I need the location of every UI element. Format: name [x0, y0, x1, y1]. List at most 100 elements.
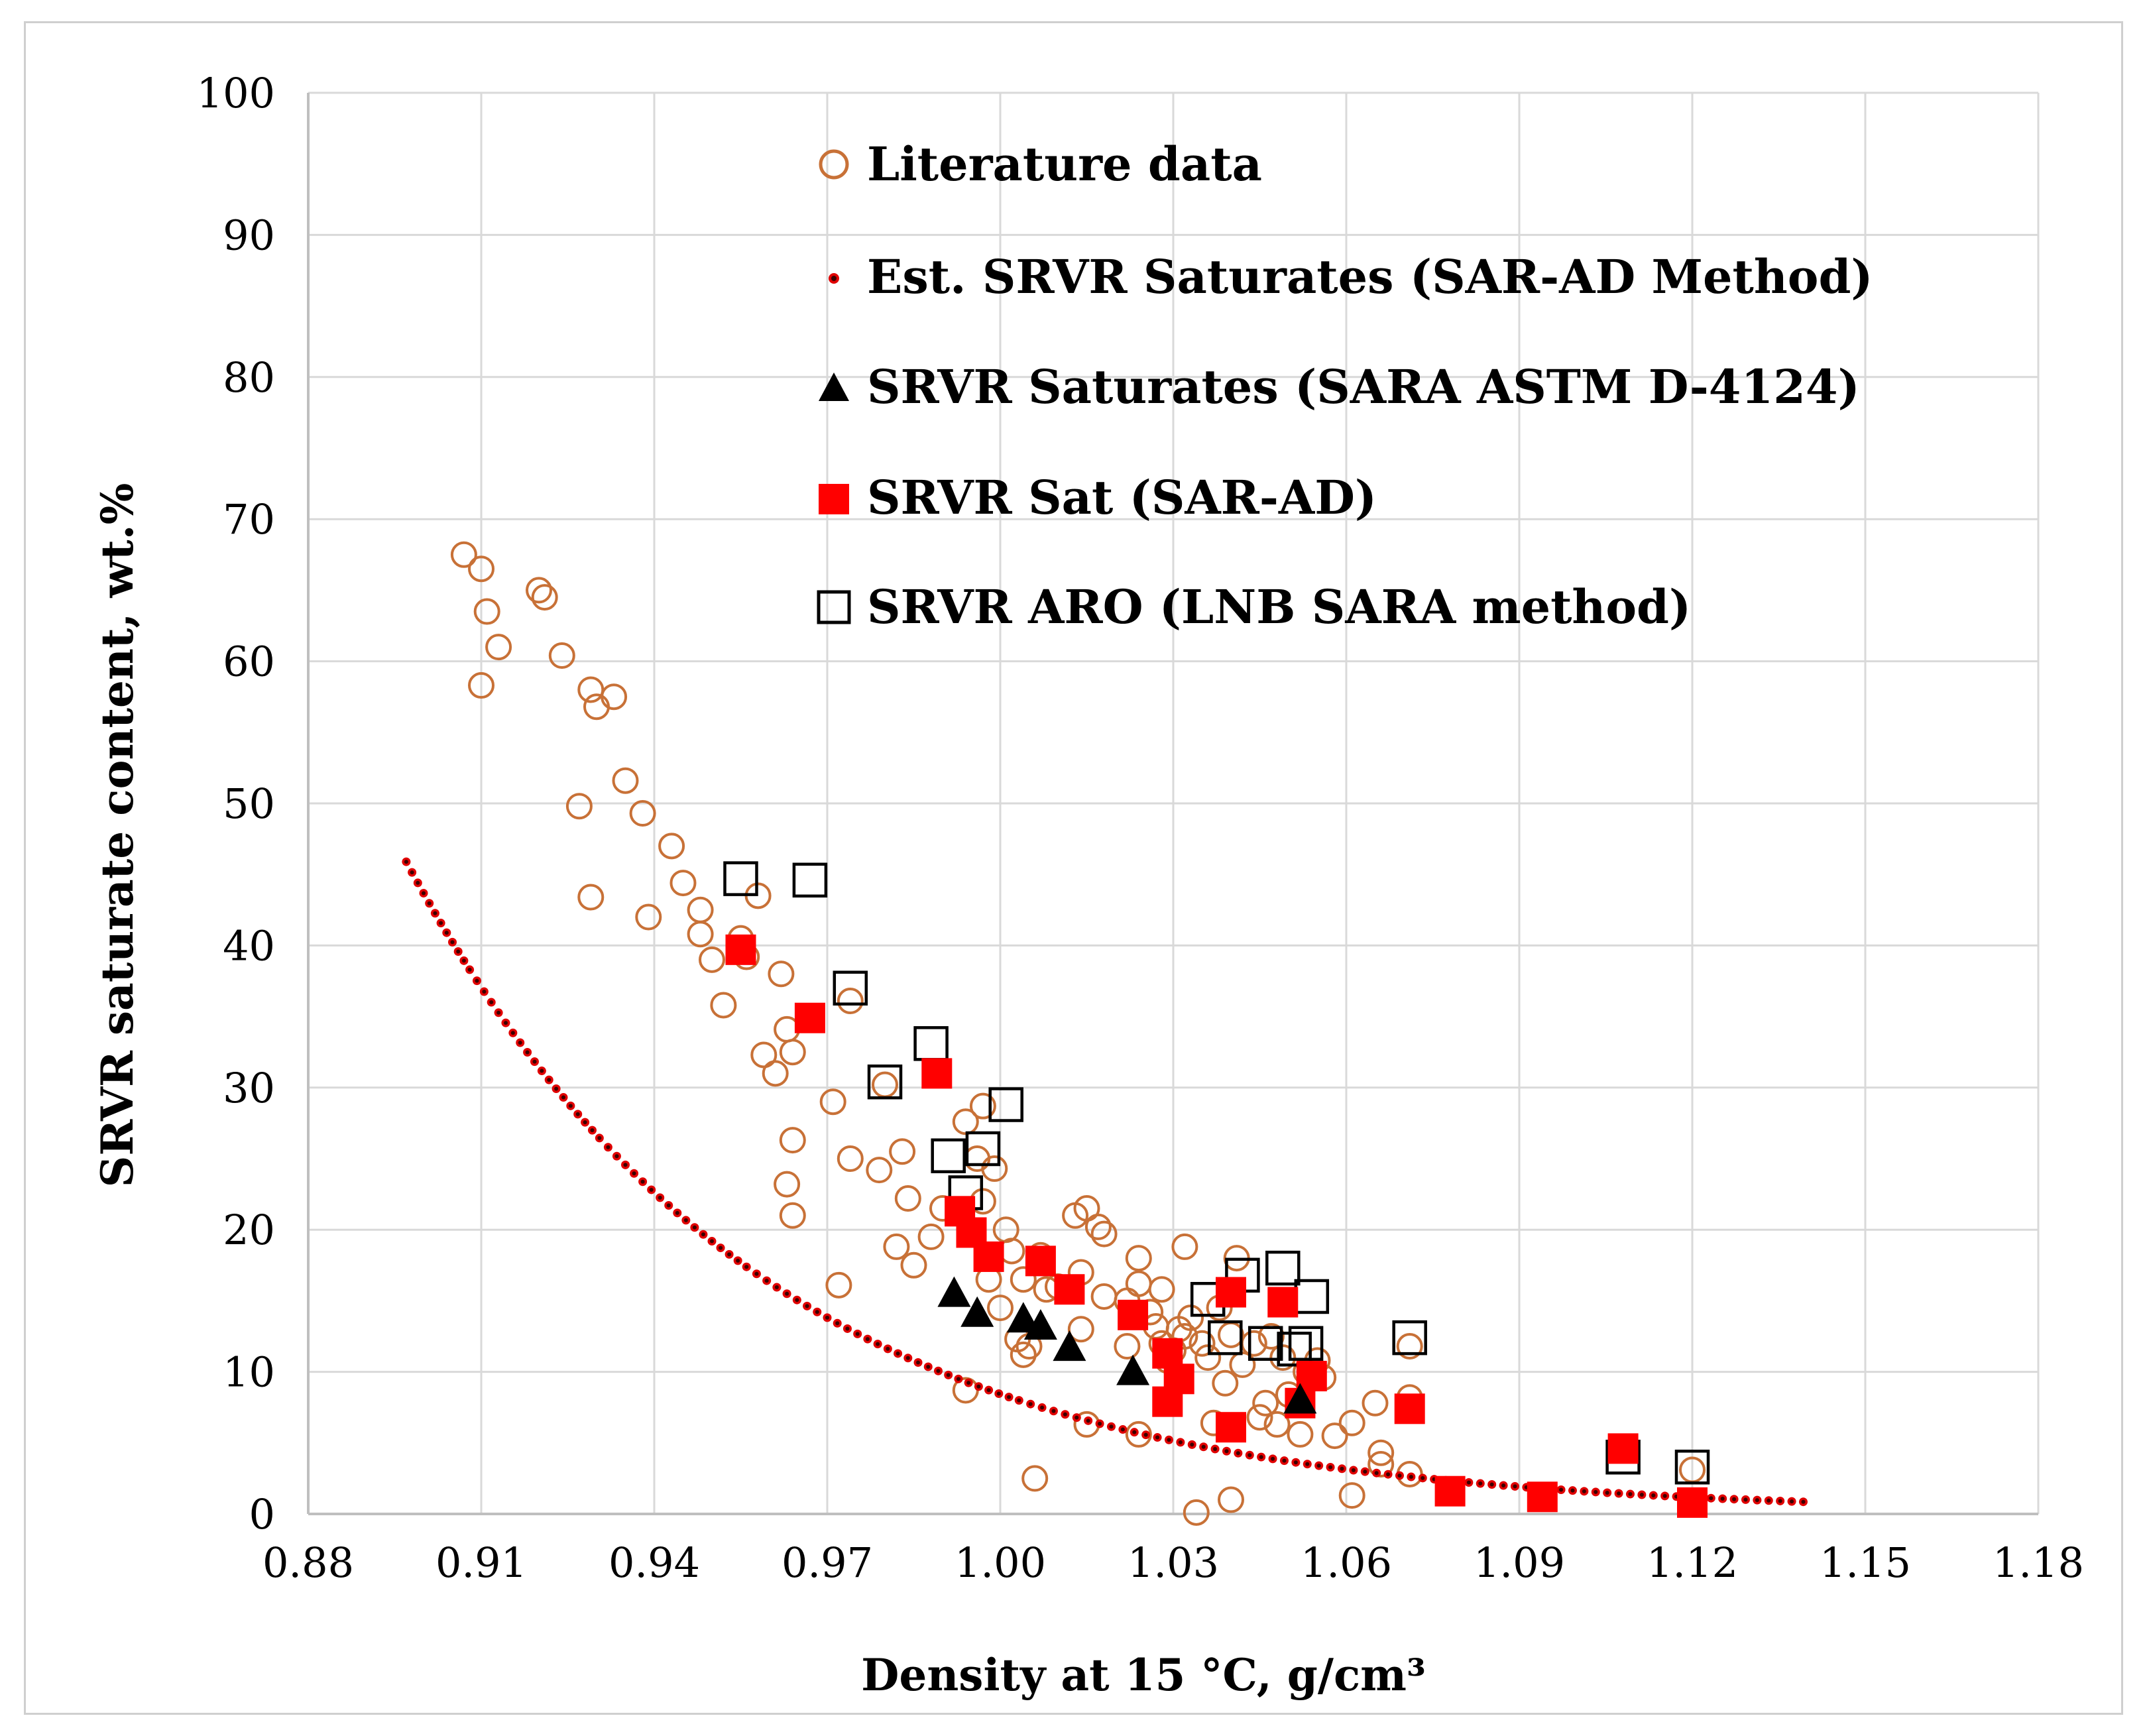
estimate-curve-dot-core — [916, 1360, 921, 1365]
literature-point — [473, 598, 500, 625]
literature-point — [565, 793, 593, 820]
legend-item-sara: SRVR Saturates (SARA ASTM D-4124) — [819, 359, 1860, 414]
estimate-curve-dot-core — [614, 1154, 619, 1159]
literature-point — [883, 1233, 910, 1260]
estimate-curve-dot-core — [410, 870, 414, 875]
estimate-curve-dot-core — [597, 1135, 602, 1140]
legend-item-literature: Literature data — [819, 137, 1262, 192]
estimate-curve-dot-core — [1132, 1430, 1137, 1434]
estimate-curve-dot-core — [701, 1232, 705, 1237]
estimate-curve-dot-core — [1155, 1435, 1160, 1440]
literature-point — [468, 555, 494, 583]
estimate-curve-dot-core — [986, 1388, 991, 1393]
y-tick-label: 30 — [223, 1064, 275, 1112]
estimate-curve-dot-core — [865, 1337, 870, 1342]
estimate-curve-dot-core — [805, 1304, 809, 1308]
sat-point — [1152, 1338, 1183, 1369]
plot-area — [402, 541, 1808, 1526]
y-tick-label: 90 — [223, 211, 275, 259]
estimate-curve-dot-core — [1559, 1487, 1564, 1492]
literature-point — [669, 870, 697, 897]
literature-point — [1125, 1270, 1152, 1297]
literature-point — [1367, 1450, 1395, 1477]
estimate-curve-dot-core — [1570, 1488, 1575, 1493]
estimate-curve-dot-core — [1397, 1474, 1402, 1478]
sara-point — [1053, 1330, 1086, 1361]
estimate-curve-dot-core — [1732, 1497, 1737, 1501]
estimate-curve-dot-core — [1040, 1405, 1045, 1410]
estimate-curve-dot-core — [1305, 1462, 1310, 1466]
tick-labels: 0.88 0.91 0.94 0.97 1.00 1.03 1.06 1.09 1.12 1.15… — [197, 69, 2084, 1587]
estimate-curve-dot-core — [496, 1010, 501, 1015]
literature-point — [526, 577, 552, 604]
sat-point — [1394, 1393, 1425, 1424]
estimate-curve-dot-core — [1167, 1438, 1171, 1442]
sat-point — [1677, 1487, 1708, 1518]
literature-point — [1021, 1465, 1049, 1492]
estimate-curve-dot-core — [532, 1059, 537, 1064]
y-tick-label: 80 — [223, 353, 275, 402]
estimate-curve-dot-core — [675, 1210, 679, 1215]
estimate-curve-dot-core — [1743, 1497, 1748, 1502]
literature-point — [1396, 1333, 1423, 1360]
literature-point — [981, 1155, 1008, 1183]
literature-point — [1010, 1266, 1037, 1293]
estimate-curve-dot-core — [896, 1351, 900, 1356]
estimate-curve-dot-core — [416, 880, 420, 885]
literature-point — [750, 1041, 778, 1069]
estimate-curve-dot-core — [1501, 1483, 1506, 1487]
estimate-curve-dot-core — [744, 1265, 749, 1269]
literature-point — [1171, 1323, 1198, 1350]
estimate-curve-dot-core — [1074, 1415, 1079, 1420]
aro-point — [965, 1131, 1001, 1167]
sat-point — [1216, 1277, 1246, 1308]
estimate-curve-dot-core — [510, 1031, 515, 1035]
literature-point — [1338, 1482, 1365, 1509]
estimate-curve-dot-core — [583, 1120, 587, 1125]
legend-item-estimate: Est. SRVR Saturates (SAR-AD Method) — [829, 249, 1873, 304]
literature-point — [1171, 1233, 1198, 1260]
aro-point — [1288, 1326, 1324, 1361]
sat-point — [1434, 1476, 1466, 1507]
estimate-curve-dot-core — [1639, 1493, 1644, 1497]
literature-point — [635, 903, 662, 931]
estimate-curve-dot-core — [946, 1373, 951, 1377]
estimate-curve-dot-core — [503, 1021, 508, 1025]
estimate-curve-dot-core — [561, 1095, 565, 1100]
estimate-curve-dot-core — [632, 1171, 636, 1176]
estimate-curve-dot-core — [683, 1218, 688, 1222]
sara-point — [960, 1296, 994, 1327]
sat-point — [1527, 1481, 1558, 1513]
aro-point — [1208, 1320, 1243, 1356]
estimate-curve-dot-core — [1213, 1447, 1218, 1452]
estimate-curve-dot-core — [785, 1291, 789, 1296]
estimate-curve-dot-core — [795, 1298, 799, 1302]
literature-point — [1084, 1213, 1112, 1240]
literature-point — [1218, 1321, 1244, 1348]
estimate-curve-dot-core — [1282, 1458, 1287, 1463]
y-tick-label: 70 — [223, 495, 275, 544]
literature-point — [1246, 1404, 1273, 1431]
legend-marker-literature — [819, 149, 849, 180]
sara-point — [1006, 1302, 1040, 1333]
aro-point — [867, 1064, 903, 1100]
sat-point — [1216, 1412, 1246, 1443]
estimate-curve-dot-core — [1340, 1466, 1344, 1471]
legend-marker-sat — [819, 484, 849, 514]
estimate-curve-dot-core — [1605, 1490, 1609, 1495]
estimate-curve-dot-core — [568, 1104, 573, 1108]
aro-point — [723, 861, 758, 896]
aro-point — [1248, 1326, 1283, 1361]
estimate-curve-dot-core — [1007, 1395, 1012, 1399]
legend: Literature data Est. SRVR Saturates (SAR… — [817, 137, 1873, 634]
estimate-curve-dot-core — [640, 1179, 645, 1184]
estimate-curve-dot-core — [456, 949, 461, 954]
estimate-curve-dot-core — [404, 860, 408, 864]
estimate-curve-dot-core — [966, 1381, 971, 1385]
estimate-curve-dot-core — [825, 1315, 829, 1320]
aro-point — [1277, 1332, 1312, 1367]
sat-point — [1163, 1363, 1194, 1395]
y-tick-label: 60 — [223, 638, 275, 686]
estimate-curve-dot-core — [1248, 1453, 1252, 1458]
